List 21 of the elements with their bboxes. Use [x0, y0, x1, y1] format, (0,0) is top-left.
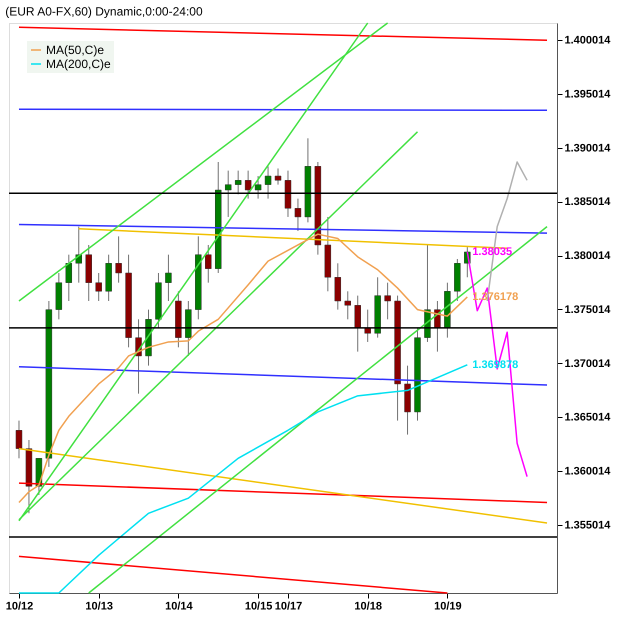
- y-tick-label: 1.365014: [564, 412, 612, 424]
- legend-label: MA(200,C)e: [46, 57, 112, 71]
- x-tick-label: 10/15: [244, 600, 272, 612]
- legend-label: MA(50,C)e: [46, 43, 104, 57]
- y-tick-label: 1.380014: [564, 250, 612, 262]
- y-tick-label: 1.360014: [564, 466, 612, 478]
- x-tick-label: 10/13: [85, 600, 113, 612]
- x-tick-label: 10/12: [6, 600, 34, 612]
- y-tick-label: 1.385014: [564, 196, 612, 208]
- x-tick-label: 10/17: [274, 600, 302, 612]
- y-tick-label: 1.375014: [564, 304, 612, 316]
- chart-title: (EUR A0-FX,60) Dynamic,0:00-24:00: [5, 4, 203, 18]
- x-tick-label: 10/19: [434, 600, 462, 612]
- y-tick-label: 1.370014: [564, 358, 612, 370]
- x-tick-label: 10/14: [165, 600, 194, 612]
- x-tick-label: 10/18: [354, 600, 382, 612]
- y-tick-label: 1.395014: [564, 88, 612, 100]
- data-label: 1.38035: [472, 246, 512, 258]
- y-tick-label: 1.400014: [564, 34, 612, 47]
- y-tick-label: 1.390014: [564, 142, 612, 154]
- y-tick-label: 1.355014: [564, 519, 612, 532]
